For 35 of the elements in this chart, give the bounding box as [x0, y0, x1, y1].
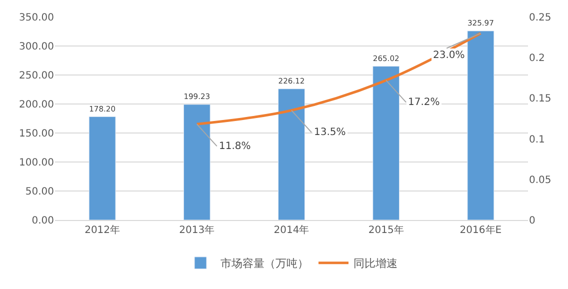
legend-label: 市场容量（万吨） — [220, 257, 308, 270]
y2-tick-label: 0.15 — [529, 94, 552, 105]
y2-tick-label: 0.2 — [529, 53, 545, 64]
bar — [183, 104, 210, 220]
legend-label: 同比增速 — [354, 257, 398, 270]
bar — [88, 116, 116, 220]
y-tick-label: 50.00 — [25, 186, 54, 198]
y-tick-label: 100.00 — [19, 158, 54, 168]
y-tick-label: 0.00 — [32, 216, 54, 226]
y-tick-label: 350.00 — [19, 12, 54, 24]
y2-tick-label: 0 — [529, 216, 536, 226]
y-tick-label: 250.00 — [19, 70, 54, 82]
data-label: 265.02 — [372, 54, 400, 64]
x-tick-label: 2013年 — [179, 224, 215, 236]
x-tick-label: 2012年 — [84, 224, 120, 236]
data-label: 325.97 — [467, 18, 494, 28]
bar — [467, 30, 494, 220]
bar — [372, 66, 400, 220]
y2-tick-label: 0.05 — [529, 174, 552, 186]
data-label: 226.12 — [278, 76, 305, 86]
data-label: 11.8% — [219, 141, 251, 152]
y2-tick-label: 0.1 — [529, 134, 545, 146]
data-label: 178.20 — [89, 104, 116, 114]
data-label: 23.0% — [433, 50, 465, 61]
y-tick-label: 300.00 — [19, 42, 54, 52]
x-tick-label: 2015年 — [368, 224, 404, 236]
data-label: 17.2% — [408, 97, 440, 108]
x-tick-label: 2014年 — [274, 224, 310, 236]
data-label: 13.5% — [314, 127, 346, 138]
x-tick-label: 2016年E — [460, 224, 502, 236]
bar — [278, 88, 305, 220]
y2-tick-label: 0.25 — [529, 12, 552, 24]
y-tick-label: 200.00 — [19, 100, 54, 110]
data-label: 199.23 — [184, 92, 210, 102]
y-tick-label: 150.00 — [19, 128, 54, 140]
